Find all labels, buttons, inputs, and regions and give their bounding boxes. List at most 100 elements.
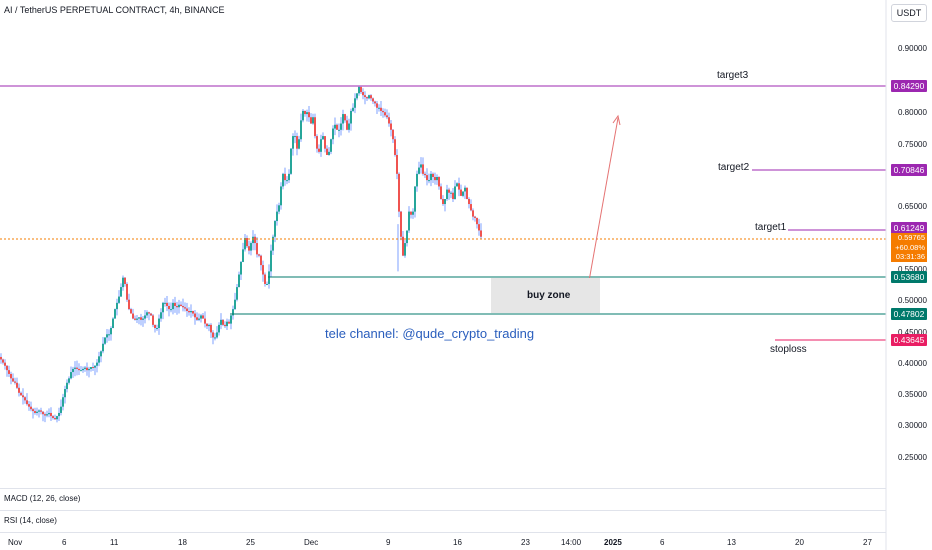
candle-body: [96, 362, 98, 366]
candle-body: [112, 318, 114, 329]
time-tick: 6: [62, 538, 67, 547]
buy-zone-box[interactable]: [491, 278, 600, 313]
candle-body: [222, 319, 224, 325]
candle-body: [124, 277, 126, 284]
candle-body: [398, 173, 400, 212]
price-tick: 0.55000: [898, 265, 927, 274]
rsi-pane-label[interactable]: RSI (14, close): [4, 516, 57, 525]
candle-body: [70, 372, 72, 379]
candle-body: [276, 211, 278, 222]
time-tick: 16: [453, 538, 462, 547]
candle-body: [300, 120, 302, 140]
candle-body: [332, 128, 334, 140]
candle-body: [434, 176, 436, 181]
candle-body: [458, 183, 460, 190]
candle-body: [420, 164, 422, 168]
candle-body: [298, 139, 300, 149]
candle-body: [280, 186, 282, 206]
currency-button[interactable]: USDT: [891, 4, 927, 22]
candle-body: [480, 230, 482, 237]
candle-body: [410, 211, 412, 215]
candle-body: [186, 308, 188, 312]
candle-body: [362, 92, 364, 96]
target1-label: target1: [755, 222, 787, 233]
symbol-title[interactable]: AI / TetherUS PERPETUAL CONTRACT, 4h, BI…: [4, 5, 225, 15]
candle-body: [138, 317, 140, 319]
candle-body: [160, 312, 162, 319]
candle-body: [42, 411, 44, 415]
candle-body: [396, 154, 398, 174]
time-axis-divider: [0, 532, 886, 533]
candle-body: [272, 236, 274, 251]
candle-body: [114, 309, 116, 319]
candle-body: [190, 311, 192, 313]
candle-body: [346, 120, 348, 130]
candle-body: [200, 315, 202, 319]
candle-body: [176, 305, 178, 308]
candle-body: [464, 187, 466, 192]
candle-body: [40, 410, 42, 412]
stoploss-price-tag: 0.43645: [891, 334, 927, 346]
macd-pane-label[interactable]: MACD (12, 26, close): [4, 494, 81, 503]
candle-body: [86, 367, 88, 371]
candle-body: [256, 243, 258, 255]
candle-body: [454, 186, 456, 200]
pane-separator[interactable]: [0, 488, 886, 489]
candle-body: [356, 93, 358, 99]
candle-body: [382, 110, 384, 113]
candle-body: [386, 115, 388, 118]
candle-body: [424, 173, 426, 176]
candle-body: [202, 315, 204, 319]
candle-body: [270, 250, 272, 272]
pane-separator[interactable]: [0, 510, 886, 511]
candle-body: [106, 334, 108, 338]
candle-body: [338, 129, 340, 131]
current-price-value: 0.59765: [897, 233, 925, 242]
candle-body: [220, 319, 222, 325]
level-a-price-tag: 0.53680: [891, 271, 927, 283]
candle-body: [216, 332, 218, 338]
candle-body: [242, 249, 244, 262]
candle-body: [30, 406, 32, 410]
projection-arrow: [585, 117, 619, 299]
candle-body: [378, 107, 380, 109]
candle-body: [64, 389, 66, 398]
candle-body: [432, 173, 434, 177]
candle-body: [414, 186, 416, 212]
candle-body: [284, 173, 286, 181]
candle-body: [456, 183, 458, 187]
price-tick: 0.80000: [898, 108, 927, 117]
candle-body: [380, 107, 382, 111]
time-tick: 9: [386, 538, 391, 547]
candle-body: [468, 199, 470, 205]
candle-body: [20, 392, 22, 396]
candle-body: [116, 302, 118, 310]
candle-body: [236, 287, 238, 300]
buy-zone-label: buy zone: [527, 290, 571, 301]
candle-body: [246, 238, 248, 247]
candle-body: [426, 175, 428, 181]
candle-body: [436, 176, 438, 181]
candle-body: [156, 328, 158, 330]
candle-body: [372, 98, 374, 102]
candle-body: [10, 373, 12, 379]
candle-body: [250, 243, 252, 251]
candle-body: [238, 274, 240, 288]
candle-body: [268, 271, 270, 284]
candle-body: [260, 255, 262, 266]
candle-body: [132, 313, 134, 319]
candle-body: [312, 117, 314, 124]
candles-layer: [0, 86, 482, 423]
candle-body: [14, 381, 16, 383]
candle-body: [438, 176, 440, 187]
candle-body: [92, 367, 94, 369]
candle-body: [48, 412, 50, 415]
candle-body: [68, 378, 70, 383]
candle-body: [136, 318, 138, 320]
candle-body: [290, 148, 292, 174]
candle-body: [444, 199, 446, 205]
time-tick: 13: [727, 538, 736, 547]
candle-body: [182, 305, 184, 308]
candle-body: [350, 110, 352, 124]
